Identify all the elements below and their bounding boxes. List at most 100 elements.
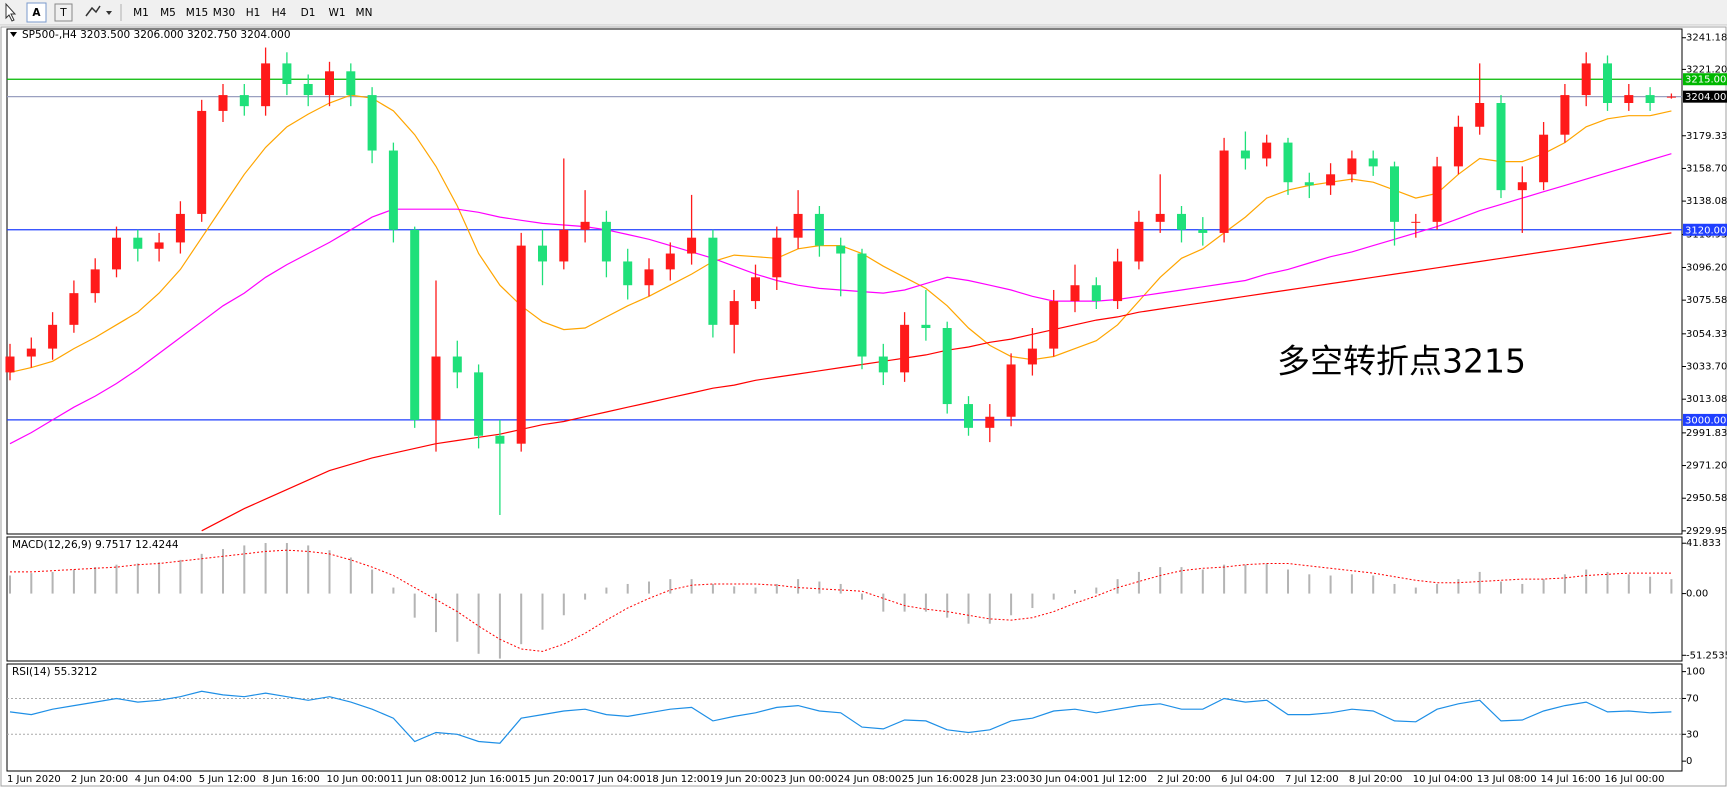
candle-body <box>538 245 547 262</box>
timeframe-button[interactable]: D1 <box>301 7 316 19</box>
macd-bar <box>1265 563 1268 594</box>
macd-bar <box>72 569 75 594</box>
macd-bar <box>285 543 288 594</box>
price-label: 3215.000 <box>1685 75 1727 86</box>
label-tool-box[interactable] <box>54 3 73 22</box>
y-tick-label: 3138.080 <box>1686 196 1727 207</box>
y-tick-label: 3054.330 <box>1686 329 1727 340</box>
candle-body <box>5 356 15 373</box>
candle-body <box>942 328 952 405</box>
dropdown-arrow[interactable] <box>106 11 112 15</box>
candle-body <box>1262 142 1272 159</box>
y-tick-label: 3179.330 <box>1686 131 1727 142</box>
y-tick-label: 2929.955 <box>1686 526 1727 537</box>
candle-body <box>836 245 846 254</box>
candle-body <box>1411 221 1421 223</box>
macd-bar <box>51 571 54 594</box>
timeframe-button[interactable]: W1 <box>328 7 345 19</box>
timeframe-button[interactable]: H1 <box>246 7 261 19</box>
macd-bar <box>456 593 459 642</box>
x-tick-label: 17 Jun 04:00 <box>582 774 646 785</box>
candle-body <box>1198 229 1208 233</box>
candle-body <box>1283 142 1293 183</box>
candle-body <box>90 269 100 294</box>
candle-body <box>1134 221 1144 262</box>
candle-body <box>793 213 803 238</box>
y-tick-label: 2950.580 <box>1686 493 1727 504</box>
macd-bar <box>562 593 565 616</box>
label-tool[interactable]: T <box>59 7 67 19</box>
candle-body <box>1326 174 1336 186</box>
candle-body <box>1070 285 1080 302</box>
panel-frame <box>6 663 1683 772</box>
macd-bar <box>9 575 11 594</box>
macd-bar <box>136 563 139 594</box>
timeframe-button[interactable]: MN <box>356 7 373 19</box>
candle-body <box>1666 96 1676 98</box>
candle-body <box>1091 285 1101 302</box>
candle-body <box>1517 182 1527 191</box>
candle-body <box>346 71 356 96</box>
timeframes: M1 M5 M15 M30 H1 H4 D1 W1 MN <box>133 7 372 19</box>
macd-bar <box>797 579 800 594</box>
macd-bar <box>413 593 416 618</box>
candle-body <box>133 237 143 249</box>
x-tick-label: 15 Jun 20:00 <box>518 774 582 785</box>
timeframe-button[interactable]: M30 <box>213 7 235 19</box>
candle-body <box>1560 95 1570 135</box>
moving-average <box>201 232 1672 532</box>
y-tick-label: 2971.205 <box>1686 461 1727 472</box>
x-tick-label: 8 Jun 16:00 <box>263 774 320 785</box>
candle-body <box>69 293 79 325</box>
y-tick-label: 3013.080 <box>1686 394 1727 405</box>
macd-bar <box>1521 583 1524 594</box>
timeframe-button[interactable]: M5 <box>160 7 176 19</box>
macd-bar <box>1457 579 1460 594</box>
macd-bar <box>179 559 182 594</box>
x-tick-label: 14 Jul 16:00 <box>1541 774 1601 785</box>
macd-bar <box>1563 574 1566 594</box>
x-tick-label: 5 Jun 12:00 <box>199 774 256 785</box>
macd-bar <box>648 581 650 594</box>
candle-body <box>772 237 782 278</box>
macd-bar <box>775 583 778 594</box>
candle-body <box>708 237 718 325</box>
macd-bar <box>1116 579 1119 594</box>
text-tool[interactable]: A <box>32 7 41 19</box>
macd-bar <box>1670 579 1673 594</box>
macd-bar <box>30 573 33 594</box>
candle-body <box>239 95 249 107</box>
candle-body <box>48 324 58 349</box>
macd-bar <box>1095 587 1098 594</box>
candle-body <box>985 416 995 428</box>
candle-body <box>1006 364 1016 417</box>
y-tick-label: 0 <box>1686 756 1692 767</box>
text-tool-box[interactable] <box>26 2 47 23</box>
objects-icon[interactable] <box>85 5 101 17</box>
candle-body <box>112 237 121 270</box>
candle-body <box>1624 95 1634 103</box>
macd-bar <box>520 593 523 645</box>
timeframe-button[interactable]: H4 <box>272 7 287 19</box>
macd-bar <box>1180 567 1183 594</box>
candle-body <box>1496 102 1506 191</box>
macd-bar <box>1137 571 1140 594</box>
x-tick-label: 30 Jun 04:00 <box>1029 774 1093 785</box>
macd-bar <box>541 593 544 630</box>
timeframe-button[interactable]: M1 <box>133 7 149 19</box>
x-tick-label: 13 Jul 08:00 <box>1477 774 1537 785</box>
y-tick-label: 3221.205 <box>1686 64 1727 75</box>
cursor-icon[interactable] <box>5 2 17 22</box>
timeframe-button[interactable]: M15 <box>186 7 208 19</box>
macd-bar <box>477 593 480 654</box>
candle-body <box>1177 213 1186 230</box>
candle-body <box>197 110 207 214</box>
macd-bar <box>1223 564 1226 594</box>
y-tick-label: 3096.205 <box>1686 262 1727 273</box>
annotation: 多空转折点3215 <box>1277 342 1526 381</box>
candle-body <box>410 229 420 420</box>
macd-bar <box>371 569 374 594</box>
x-tick-label: 28 Jun 23:00 <box>966 774 1030 785</box>
y-tick-label: -51.2535 <box>1686 650 1727 661</box>
candle-body <box>1240 150 1250 159</box>
